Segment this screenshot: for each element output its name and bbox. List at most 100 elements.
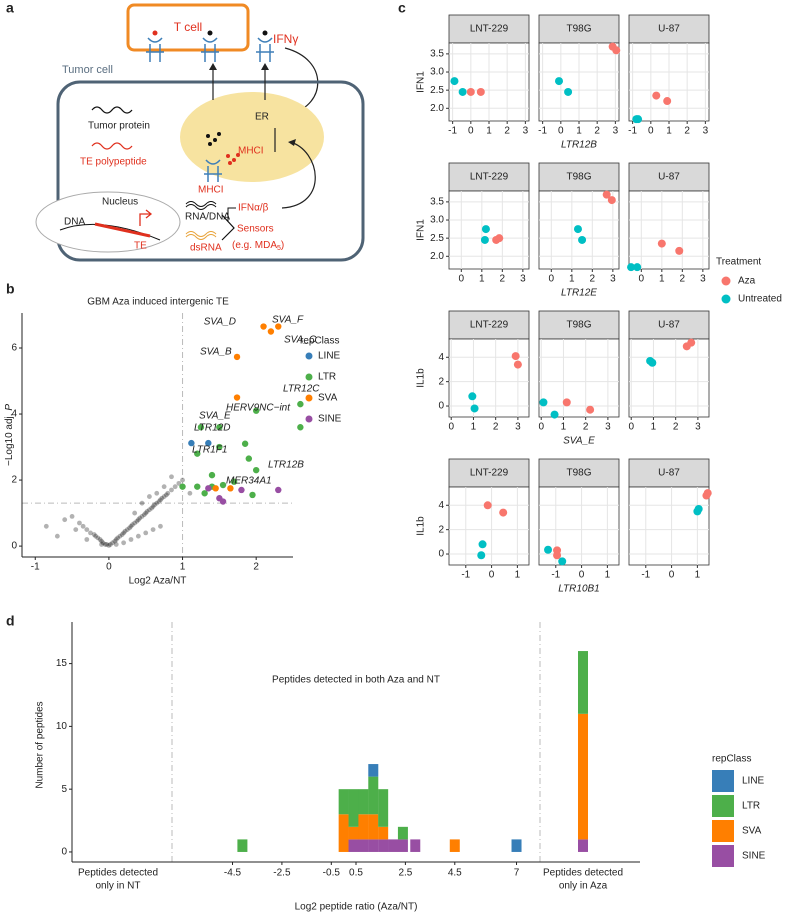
t-cell-label: T cell (174, 20, 202, 34)
point (481, 225, 490, 234)
point-label: HERV9NC−int (226, 403, 291, 414)
point (476, 87, 485, 96)
point (450, 77, 459, 86)
y-axis-label: IFN1 (416, 71, 427, 93)
facet-header (538, 162, 620, 192)
protein-fragments (206, 132, 221, 146)
subscript: 5 (277, 245, 281, 252)
point-label: SVA_D (204, 317, 236, 328)
point (88, 530, 93, 536)
rna-dna-label: RNA/DNA (185, 212, 230, 223)
point (194, 483, 201, 490)
point (634, 115, 643, 124)
bar-segment (397, 839, 408, 852)
legend-label: Untreated (738, 294, 782, 305)
point (97, 537, 103, 542)
point (100, 540, 106, 546)
x-tick-label: 1 (695, 570, 701, 581)
point (511, 352, 520, 361)
point (216, 495, 223, 502)
bar-segment (368, 814, 379, 840)
point (216, 424, 223, 431)
x-tick-label: 2.5 (398, 868, 412, 879)
point-label: SVA_F (272, 315, 304, 326)
facet-title: T98G (566, 468, 591, 479)
x-tick-label: 1 (666, 126, 672, 137)
bar-segment (578, 713, 588, 840)
x-tick-label: 3 (703, 126, 709, 137)
point (495, 234, 504, 243)
point (172, 484, 178, 490)
y-tick-label: 2.0 (430, 103, 444, 114)
legend-label: LINE (318, 351, 341, 362)
peptide (262, 30, 268, 36)
point (238, 486, 245, 494)
point (275, 323, 282, 330)
point (564, 87, 573, 96)
x-tick-label: 0 (648, 126, 654, 137)
legend-swatch (305, 373, 313, 381)
y-axis-label: IL1b (416, 516, 427, 536)
point (188, 439, 195, 447)
legend-swatch (305, 394, 313, 402)
legend-swatch (305, 415, 313, 423)
bar-segment (511, 839, 522, 852)
point (208, 471, 216, 479)
x-tick-label: 3 (695, 422, 701, 433)
facet-title: LNT-229 (470, 24, 509, 35)
point (93, 533, 99, 539)
point (539, 398, 548, 407)
point (197, 424, 205, 431)
x-tick-label: 1 (486, 126, 492, 137)
sensors-example: (e.g. MDA5) (232, 240, 284, 252)
diagram: T cell IFNγ Tumor cell ER MHCI MHCI Tumo… (35, 3, 365, 262)
point (77, 520, 82, 526)
facet-panel (448, 338, 530, 418)
x-tick-label: 1 (180, 562, 186, 573)
bar-segment (578, 839, 588, 852)
te-polypeptide-label: TE polypeptide (80, 157, 147, 168)
point (675, 246, 684, 255)
point (227, 485, 234, 492)
facet-panel (538, 338, 620, 418)
legend-swatch (712, 845, 734, 867)
point (275, 486, 282, 494)
facet-title: T98G (566, 172, 591, 183)
x-axis-label: Log2 Aza/NT (129, 576, 187, 587)
x-category-label: only in Aza (559, 881, 608, 892)
point (99, 542, 104, 547)
point (187, 490, 193, 496)
point (121, 530, 127, 536)
y-tick-label: 2 (438, 376, 444, 387)
point-label: SVA_C (284, 335, 317, 346)
point-label: MER34A1 (226, 476, 272, 487)
facet-panel (448, 486, 530, 566)
point (245, 455, 253, 462)
promoter (139, 209, 153, 226)
arrow-head (209, 63, 269, 70)
x-tick-label: 2 (590, 274, 596, 285)
y-tick-label: 2.5 (430, 233, 444, 244)
point (205, 485, 212, 492)
facet-title: U-87 (658, 320, 680, 331)
x-tick-label: 3 (605, 422, 611, 433)
point-label: LTR1F1 (192, 445, 227, 456)
facet-header (628, 14, 710, 44)
facet-title: U-87 (658, 24, 680, 35)
x-tick-label: -4.5 (224, 868, 242, 879)
x-tick-label: 1 (479, 274, 485, 285)
x-tick-label: 1 (561, 422, 567, 433)
mhci-label: MHCI (198, 185, 224, 196)
er-label: ER (255, 112, 269, 123)
point (165, 490, 171, 496)
x-tick-label: 2 (253, 562, 259, 573)
point (703, 489, 712, 498)
point (158, 497, 163, 503)
x-tick-label: 0 (459, 274, 465, 285)
x-tick-label: 1 (515, 570, 521, 581)
point (252, 466, 260, 474)
dna-label: DNA (64, 217, 85, 228)
facet-title: U-87 (658, 172, 680, 183)
point (122, 528, 128, 534)
